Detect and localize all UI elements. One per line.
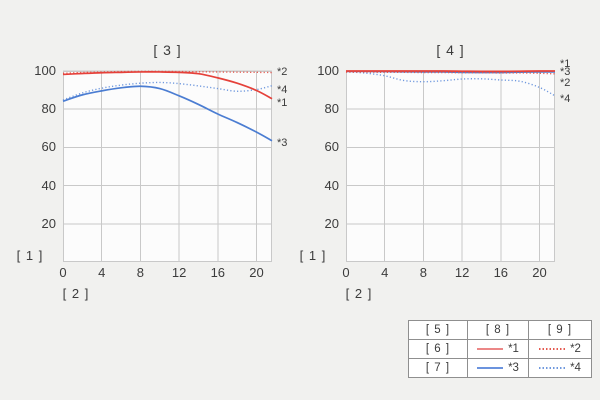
y-tick-label: 80	[41, 101, 56, 117]
legend-entry: *1	[467, 339, 529, 359]
y-tick-label: 60	[324, 139, 339, 155]
y-tick-label: 100	[317, 63, 339, 78]
y-tick-label: 40	[324, 177, 339, 193]
y-axis-label: [ 1 ]	[299, 248, 327, 263]
series-line-1	[62, 71, 273, 100]
legend-entry-label: *3	[508, 362, 519, 374]
series-end-label: *3	[560, 65, 571, 78]
legend-header-row: [ 5 ] [ 8 ] [ 9 ]	[408, 320, 592, 340]
x-axis-label: [ 2 ]	[62, 286, 90, 301]
mtf-chart: [ 4 ] [ 1 ] [ 2 ] 100 80 60 40 20 0 4 8 12 16 20 *1…	[283, 0, 583, 310]
series-line-3	[62, 85, 273, 142]
solid-blue-line-swatch	[477, 366, 504, 369]
chart-title: [ 4 ]	[436, 42, 465, 58]
x-tick-label: 16	[493, 265, 509, 280]
x-tick-label: 4	[381, 265, 389, 280]
legend-row-label: [ 7 ]	[408, 358, 468, 378]
x-tick-label: 16	[210, 265, 226, 280]
x-tick-label: 20	[532, 265, 547, 280]
series-end-label: *1	[560, 58, 571, 71]
legend-row-label: [ 6 ]	[408, 339, 468, 359]
x-tick-label: 8	[136, 265, 145, 280]
series-line-2	[345, 71, 556, 75]
legend-header-cell: [ 5 ]	[408, 320, 468, 340]
chart-title: [ 3 ]	[153, 42, 182, 58]
series-end-label: *1	[277, 96, 288, 109]
plot-area	[345, 70, 556, 262]
x-tick-label: 12	[454, 265, 470, 280]
series-end-label: *4	[277, 84, 288, 97]
series-end-label: *4	[560, 92, 571, 105]
legend-entry: *3	[467, 358, 529, 378]
legend-entry-label: *4	[570, 362, 581, 374]
series-end-label: *2	[560, 77, 571, 90]
legend-table: [ 5 ] [ 8 ] [ 9 ] [ 6 ] *1 *2 [ 7 ] *3 *…	[408, 320, 592, 378]
y-tick-label: 40	[41, 177, 56, 193]
legend-row: [ 7 ] *3 *4	[408, 358, 592, 378]
dotted-red-line-swatch	[539, 347, 566, 350]
y-tick-label: 60	[41, 139, 56, 155]
x-tick-label: 12	[171, 265, 187, 280]
x-tick-label: 4	[98, 265, 106, 280]
solid-red-line-swatch	[477, 347, 504, 350]
x-tick-label: 0	[59, 265, 67, 280]
x-tick-label: 8	[419, 265, 428, 280]
y-axis-label: [ 1 ]	[16, 248, 44, 263]
legend-row: [ 6 ] *1 *2	[408, 339, 592, 359]
y-tick-label: 80	[324, 101, 339, 117]
y-tick-label: 20	[41, 215, 56, 231]
x-axis-label: [ 2 ]	[345, 286, 373, 301]
plot-area	[62, 70, 273, 262]
series-line-4	[345, 70, 556, 97]
series-end-label: *3	[277, 136, 288, 149]
mtf-chart: [ 3 ] [ 1 ] [ 2 ] 100 80 60 40 20 0 4 8 12 16 20 *1…	[0, 0, 300, 310]
legend-header-cell: [ 8 ]	[467, 320, 529, 340]
series-end-label: *2	[277, 65, 288, 78]
legend-entry: *2	[528, 339, 592, 359]
x-tick-label: 20	[249, 265, 264, 280]
y-tick-label: 100	[34, 63, 56, 78]
x-tick-label: 0	[342, 265, 350, 280]
legend-entry-label: *1	[508, 343, 519, 355]
legend-entry: *4	[528, 358, 592, 378]
y-tick-label: 20	[324, 215, 339, 231]
dotted-blue-line-swatch	[539, 366, 566, 369]
legend-header-cell: [ 9 ]	[528, 320, 592, 340]
legend-entry-label: *2	[570, 343, 581, 355]
